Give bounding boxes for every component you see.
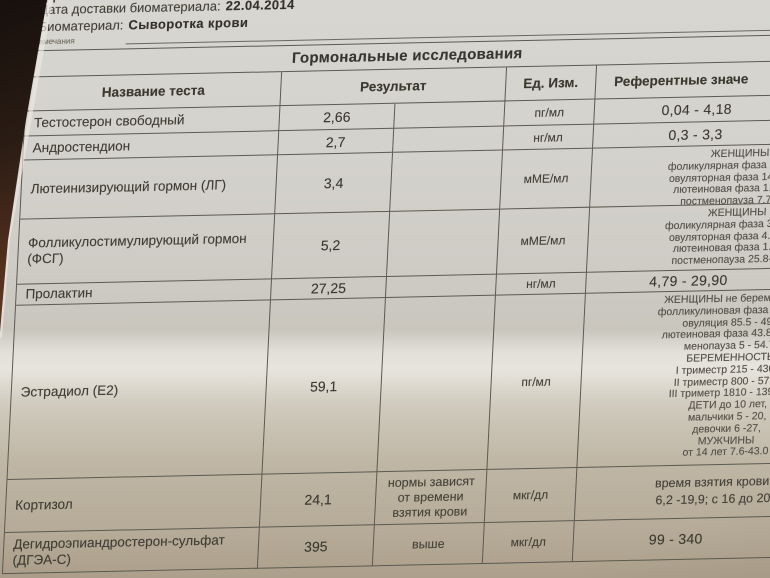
test-result: 395 [257,525,375,569]
test-name: Эстрадиол (Е2) [7,300,271,480]
column-header-result: Результат [280,67,508,107]
delivery-date-line: Дата доставки биоматериала: 22.04.2014 [39,0,295,17]
results-table: Гормональные исследования Название теста… [1,32,770,575]
table-row: Эстрадиол (Е2) 59,1 пг/мл ЖЕНЩИНЫ не бер… [6,287,770,480]
test-result-note [394,101,506,129]
test-result-note [393,126,505,153]
test-result: 2,7 [278,128,395,156]
test-name: Лютеинизирующий гормон (ЛГ) [20,155,279,220]
test-units: мкг/дл [482,521,575,565]
test-result-note: выше [372,522,485,567]
test-name: Фолликулостимулирующий гормон (ФСГ) [17,214,276,285]
biomaterial-line: Биоматериал: Сыворотка крови [38,15,248,34]
test-result: 5,2 [271,211,391,280]
test-units: пг/мл [487,293,586,470]
test-reference: 99 - 340 [572,515,770,563]
test-reference: время взятия крови: с 7 6,2 -19,9; с 16 … [574,461,770,522]
test-units: нг/мл [495,272,587,296]
test-units: мкг/дл [484,468,578,523]
test-result-note [390,150,504,212]
column-header-name: Название теста [25,72,283,112]
test-name: Кортизол [4,474,263,534]
test-result-note: нормы зависят от времени взятия крови [374,469,488,526]
test-reference: 0,04 - 4,18 [594,93,770,125]
reference-line: от 14 лет 7.6-43.0 [682,445,769,460]
column-header-units: Ед. Изм. [505,65,598,102]
biomaterial-label: Биоматериал: [38,17,124,35]
test-reference: ЖЕНЩИНЫ фоликулярная фаза 2.4-12.6, овул… [590,142,770,208]
test-name: Дегидроэпиандростерон-сульфат (ДГЭА-С) [2,527,260,575]
test-result: 27,25 [270,276,387,301]
reference-line: 6,2 -19,9; с 16 до 20ч: 2 [655,490,770,508]
test-units: пг/мл [504,99,596,127]
test-result: 59,1 [262,297,386,475]
column-header-reference: Референтные значе [595,59,770,100]
delivery-date-label: Дата доставки биоматериала: [39,0,222,18]
test-result: 24,1 [259,472,378,528]
reference-line: постменопауза 25.8-134.8 [671,252,770,268]
test-units: мМЕ/мл [496,207,591,275]
test-reference: ЖЕНЩИНЫ фоликулярная фаза 3.5-12.5, овул… [586,201,770,273]
test-result-note [385,274,497,298]
test-result: 2,66 [279,103,396,132]
test-result: 3,4 [275,152,394,215]
test-units: мМЕ/мл [500,148,593,210]
delivery-date-value: 22.04.2014 [225,0,296,14]
test-units: нг/мл [503,124,595,151]
test-result-note [377,295,496,473]
biomaterial-value: Сыворотка крови [128,14,249,33]
test-reference: ЖЕНЩИНЫ не беременные фолликулиновая фаз… [577,287,770,469]
test-result-note [386,209,501,277]
